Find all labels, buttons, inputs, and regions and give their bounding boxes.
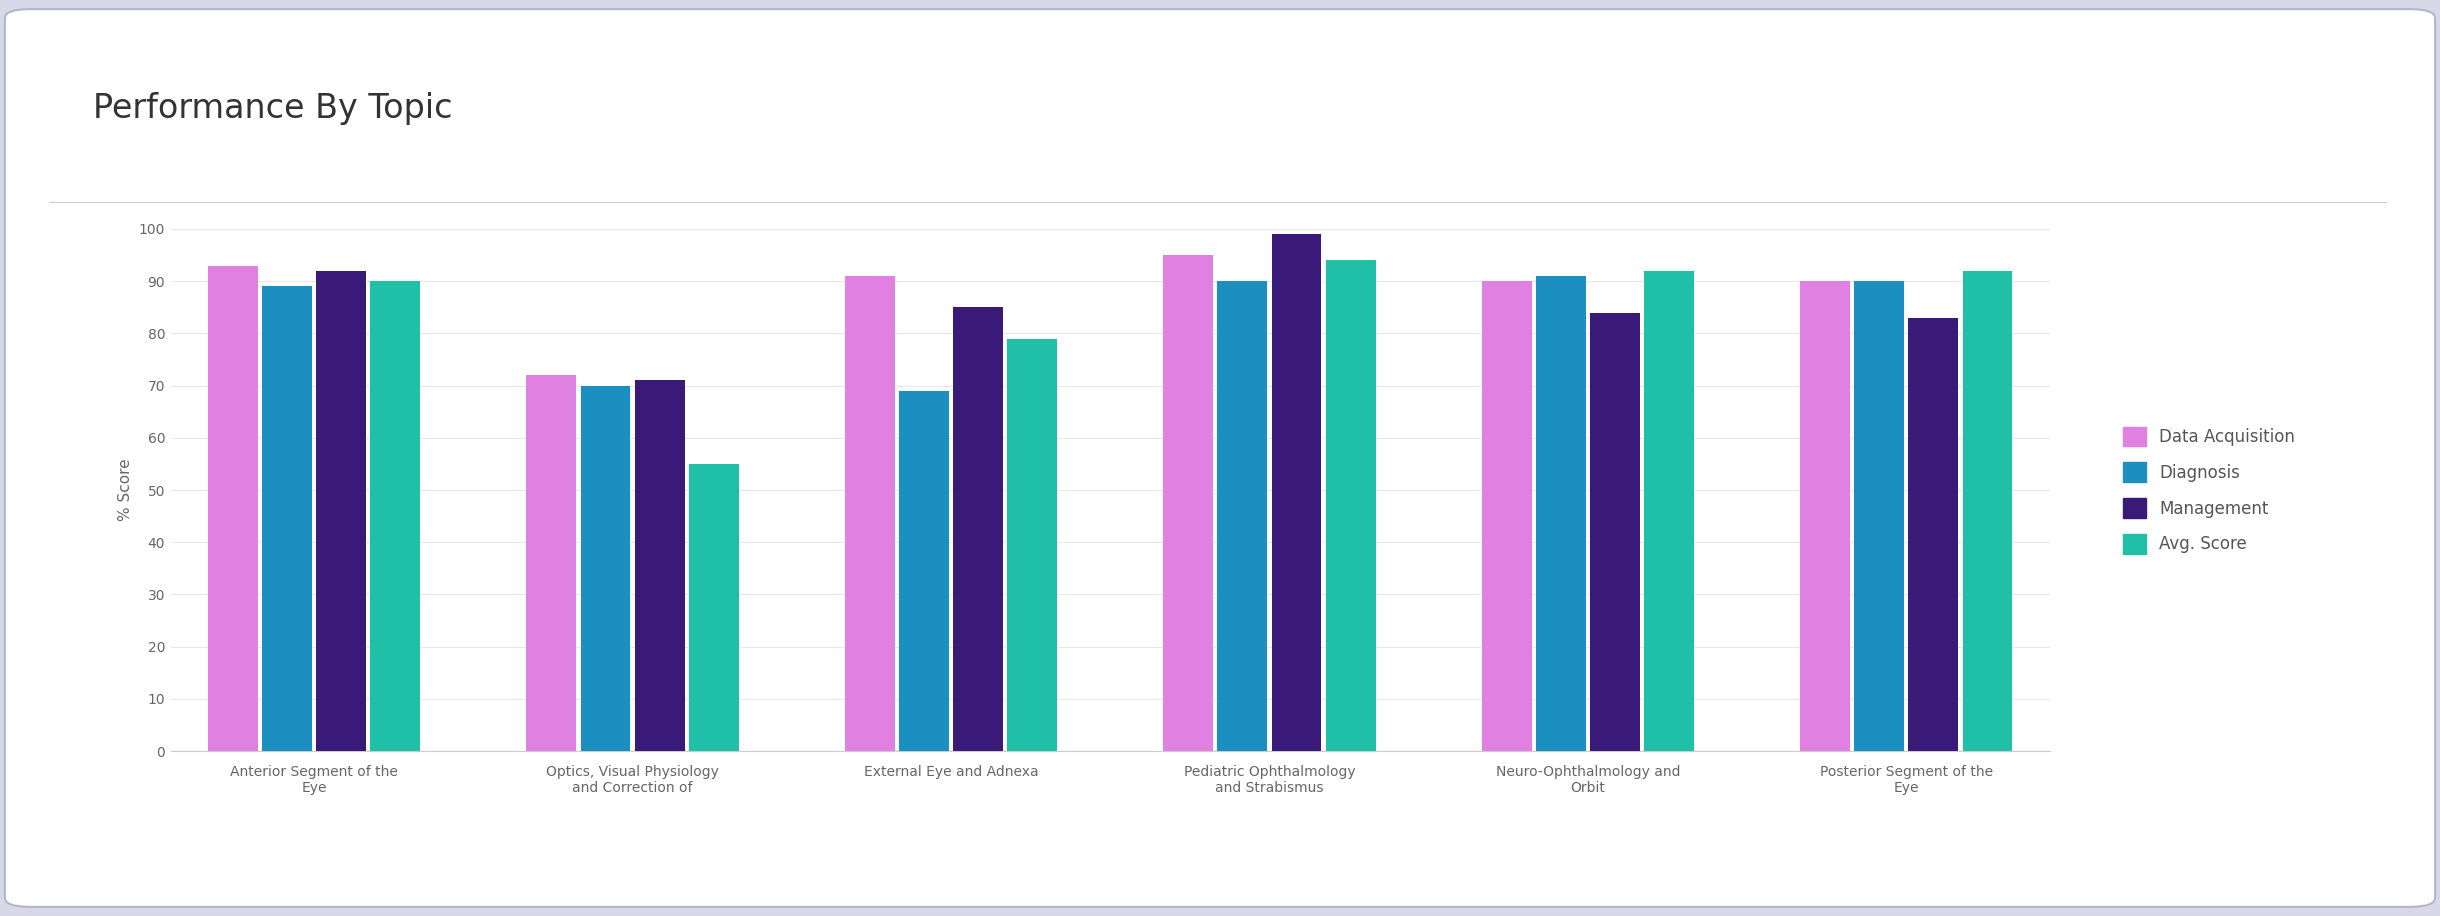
Bar (1535, 276, 1586, 751)
Bar (1218, 281, 1266, 751)
Bar (844, 276, 895, 751)
Bar (1645, 271, 1693, 751)
Bar (634, 380, 686, 751)
Bar (1591, 312, 1640, 751)
Bar (1962, 271, 2013, 751)
Legend: Data Acquisition, Diagnosis, Management, Avg. Score: Data Acquisition, Diagnosis, Management,… (2115, 419, 2303, 562)
Bar (1908, 318, 1959, 751)
Bar (1854, 281, 1903, 751)
Bar (1008, 339, 1057, 751)
Bar (688, 464, 739, 751)
Bar (1325, 260, 1376, 751)
Bar (1271, 234, 1322, 751)
Bar (954, 308, 1003, 751)
Bar (317, 271, 366, 751)
Bar (581, 386, 630, 751)
Bar (898, 391, 949, 751)
Bar (207, 266, 259, 751)
Y-axis label: % Score: % Score (117, 459, 134, 521)
Bar (261, 287, 312, 751)
Bar (1481, 281, 1532, 751)
Bar (1164, 256, 1213, 751)
Text: Performance By Topic: Performance By Topic (93, 92, 451, 125)
Bar (527, 376, 576, 751)
Bar (371, 281, 420, 751)
Bar (1801, 281, 1850, 751)
